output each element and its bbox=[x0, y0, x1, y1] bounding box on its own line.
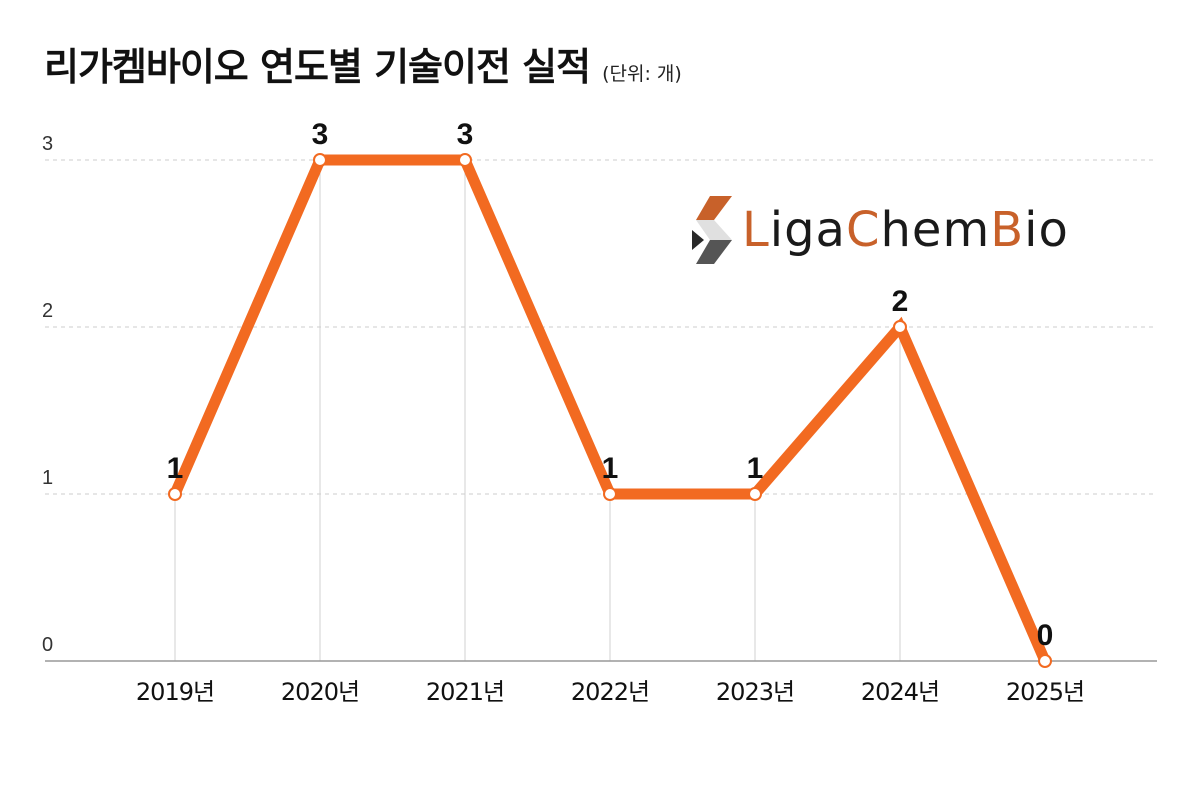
logo-part-l: L bbox=[742, 202, 770, 258]
vertical-guides bbox=[174, 160, 901, 661]
x-tick-label-3: 2022년 bbox=[571, 678, 649, 706]
logo-part-b: B bbox=[990, 202, 1024, 258]
grid-lines bbox=[45, 159, 1157, 495]
x-tick-label-6: 2025년 bbox=[1006, 678, 1084, 706]
data-label-1: 3 bbox=[312, 118, 329, 151]
data-point-0 bbox=[168, 487, 182, 501]
data-label-2: 3 bbox=[457, 118, 474, 151]
data-point-6 bbox=[1038, 654, 1052, 668]
ligachembio-logo: LigaChemBio bbox=[692, 196, 1069, 264]
data-point-2 bbox=[458, 153, 472, 167]
y-tick-label-3: 3 bbox=[42, 133, 53, 155]
data-point-4 bbox=[748, 487, 762, 501]
data-label-5: 2 bbox=[892, 285, 909, 318]
x-tick-labels: 2019년 2020년 2021년 2022년 2023년 2024년 2025년 bbox=[136, 678, 1085, 706]
y-tick-label-2: 2 bbox=[42, 300, 53, 322]
x-tick-label-1: 2020년 bbox=[281, 678, 359, 706]
logo-part-c: C bbox=[846, 202, 881, 258]
logo-mark-icon bbox=[692, 196, 732, 264]
data-label-0: 1 bbox=[167, 452, 184, 485]
x-tick-label-4: 2023년 bbox=[716, 678, 794, 706]
logo-wordmark: LigaChemBio bbox=[742, 202, 1069, 258]
x-tick-label-2: 2021년 bbox=[426, 678, 504, 706]
data-point-1 bbox=[313, 153, 327, 167]
data-label-6: 0 bbox=[1037, 619, 1054, 652]
x-tick-label-0: 2019년 bbox=[136, 678, 214, 706]
y-tick-labels: 0 1 2 3 bbox=[42, 133, 53, 656]
x-tick-label-5: 2024년 bbox=[861, 678, 939, 706]
title-row: 리가켐바이오 연도별 기술이전 실적 (단위: 개) bbox=[44, 36, 682, 91]
logo-part-hem: hem bbox=[880, 202, 990, 258]
unit-label: (단위: 개) bbox=[602, 63, 682, 85]
data-point-5 bbox=[893, 320, 907, 334]
logo-part-io: io bbox=[1024, 202, 1069, 258]
data-points bbox=[168, 153, 1052, 668]
logo-part-iga: iga bbox=[770, 202, 846, 258]
data-point-3 bbox=[603, 487, 617, 501]
y-tick-label-1: 1 bbox=[42, 467, 53, 489]
data-labels: 1 3 3 1 1 2 0 bbox=[167, 118, 1054, 652]
data-label-3: 1 bbox=[602, 452, 619, 485]
chart-title: 리가켐바이오 연도별 기술이전 실적 bbox=[44, 45, 591, 89]
data-label-4: 1 bbox=[747, 452, 764, 485]
y-tick-label-0: 0 bbox=[42, 634, 53, 656]
